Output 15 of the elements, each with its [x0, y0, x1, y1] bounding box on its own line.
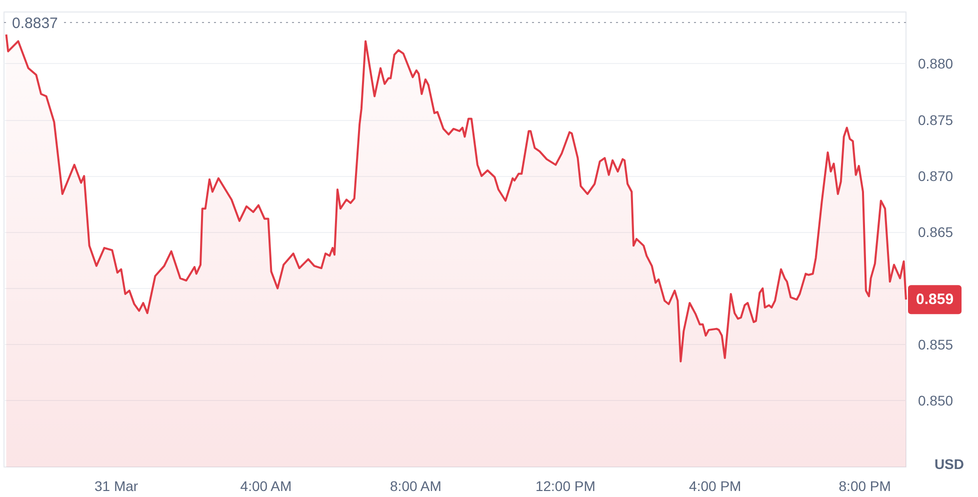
y-tick-label: 0.880 [918, 56, 954, 72]
y-tick-label: 0.870 [918, 168, 954, 184]
y-axis-title: USD [934, 456, 964, 472]
x-tick-label: 31 Mar [94, 478, 138, 494]
x-tick-label: 8:00 AM [390, 478, 442, 494]
x-tick-label: 4:00 PM [689, 478, 742, 494]
y-tick-label: 0.875 [918, 112, 954, 128]
ref-line-label: 0.8837 [12, 15, 58, 32]
annotation: 0.859 [916, 291, 954, 308]
x-tick-label: 8:00 PM [838, 478, 891, 494]
x-tick-label: 4:00 AM [240, 478, 292, 494]
y-tick-label: 0.850 [918, 392, 954, 409]
y-tick-label: 0.865 [918, 224, 954, 240]
y-tick-label: 0.855 [918, 336, 954, 353]
x-tick-label: 12:00 PM [535, 478, 596, 494]
